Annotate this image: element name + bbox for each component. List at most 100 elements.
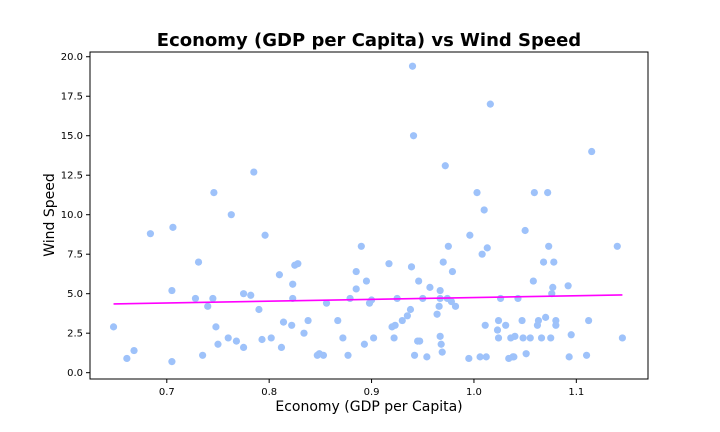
scatter-point bbox=[437, 340, 445, 348]
scatter-point bbox=[407, 263, 416, 271]
scatter-point bbox=[403, 312, 411, 320]
y-axis-label: Wind Speed bbox=[42, 173, 58, 257]
y-tick-label: 10.0 bbox=[61, 210, 83, 221]
scatter-point bbox=[398, 316, 406, 325]
plot-frame bbox=[89, 51, 649, 380]
scatter-point bbox=[146, 230, 155, 238]
scatter-point bbox=[362, 277, 371, 285]
scatter-point bbox=[565, 353, 573, 361]
scatter-point bbox=[209, 294, 217, 303]
scatter-point bbox=[447, 297, 456, 306]
scatter-point bbox=[526, 334, 534, 342]
scatter-point bbox=[391, 321, 399, 329]
scatter-point bbox=[385, 260, 393, 268]
scatter-point bbox=[473, 188, 481, 197]
scatter-point bbox=[521, 226, 529, 235]
scatter-point bbox=[258, 335, 266, 344]
scatter-point bbox=[267, 334, 275, 342]
chart-title: Economy (GDP per Capita) vs Wind Speed bbox=[157, 30, 581, 51]
scatter-point bbox=[476, 353, 484, 361]
scatter-point bbox=[534, 316, 543, 325]
scatter-point bbox=[289, 280, 297, 288]
scatter-point bbox=[582, 351, 591, 359]
scatter-point bbox=[352, 285, 360, 293]
scatter-point bbox=[539, 258, 548, 266]
scatter-point bbox=[370, 334, 378, 342]
scatter-point bbox=[530, 188, 538, 197]
scatter-point bbox=[466, 231, 474, 239]
x-tick-label: 1.0 bbox=[466, 387, 482, 398]
y-tick-label: 0.0 bbox=[67, 368, 83, 379]
scatter-point bbox=[357, 242, 365, 250]
scatter-point bbox=[486, 100, 494, 108]
scatter-point bbox=[214, 340, 222, 348]
scatter-point bbox=[438, 348, 446, 356]
scatter-point bbox=[406, 305, 415, 314]
scatter-point bbox=[482, 353, 490, 361]
scatter-point bbox=[204, 302, 212, 310]
scatter-point bbox=[613, 242, 621, 250]
scatter-point bbox=[191, 294, 200, 303]
scatter-point bbox=[409, 132, 418, 140]
trend-line bbox=[113, 294, 623, 305]
y-tick-label: 2.5 bbox=[67, 329, 83, 340]
scatter-point bbox=[423, 353, 431, 361]
scatter-point bbox=[322, 299, 331, 307]
scatter-point bbox=[130, 346, 138, 355]
x-tick-label: 1.1 bbox=[568, 387, 584, 398]
scatter-point bbox=[436, 332, 444, 340]
scatter-point bbox=[567, 331, 575, 339]
scatter-point bbox=[239, 290, 248, 298]
scatter-point bbox=[232, 337, 241, 345]
scatter-point bbox=[339, 334, 347, 342]
x-axis: 0.7 0.8 0.9 1.0 1.1 bbox=[159, 379, 584, 398]
scatter-point bbox=[109, 323, 118, 331]
scatter-point bbox=[547, 334, 555, 342]
scatter-point bbox=[496, 294, 505, 303]
scatter-point bbox=[304, 316, 312, 325]
y-tick-label: 12.5 bbox=[61, 171, 83, 182]
scatter-point bbox=[502, 321, 510, 329]
scatter-point bbox=[483, 244, 491, 252]
scatter-point bbox=[277, 343, 286, 352]
scatter-point bbox=[542, 313, 550, 321]
scatter-point bbox=[426, 283, 434, 291]
scatter-point bbox=[294, 260, 302, 268]
scatter-point bbox=[250, 168, 258, 176]
scatter-point bbox=[261, 231, 269, 239]
scatter-point bbox=[451, 302, 460, 310]
scatter-point bbox=[518, 316, 526, 325]
scatter-point bbox=[435, 302, 443, 310]
scatter-point bbox=[494, 334, 503, 342]
scatter-point bbox=[585, 316, 593, 325]
scatter-point bbox=[415, 277, 423, 285]
scatter-point bbox=[493, 326, 502, 334]
scatter-point bbox=[519, 334, 527, 342]
scatter-point bbox=[344, 351, 352, 359]
scatter-point bbox=[224, 334, 232, 342]
scatter-point bbox=[199, 351, 207, 359]
scatter-point bbox=[247, 291, 255, 299]
scatter-point bbox=[545, 242, 553, 250]
x-axis-label: Economy (GDP per Capita) bbox=[275, 399, 462, 415]
scatter-point bbox=[168, 286, 176, 295]
scatter-point bbox=[410, 351, 419, 359]
x-tick-label: 0.7 bbox=[159, 387, 175, 398]
scatter-point bbox=[480, 206, 488, 214]
y-tick-label: 17.5 bbox=[61, 92, 83, 103]
x-tick-label: 0.8 bbox=[261, 387, 277, 398]
scatter-point bbox=[465, 354, 473, 363]
scatter-point bbox=[510, 353, 518, 361]
scatter-point bbox=[529, 277, 537, 285]
scatter-point bbox=[478, 250, 486, 258]
scatter-point bbox=[288, 321, 296, 329]
scatter-point bbox=[549, 283, 557, 291]
y-axis: 0.0 2.5 5.0 7.5 10.0 12.5 15.0 17.5 20.0 bbox=[61, 52, 90, 379]
scatter-point bbox=[352, 267, 360, 276]
plot-area bbox=[109, 62, 627, 366]
scatter-point bbox=[123, 354, 131, 363]
scatter-point bbox=[408, 62, 417, 70]
scatter-point bbox=[494, 316, 503, 325]
scatter-point bbox=[550, 258, 558, 266]
